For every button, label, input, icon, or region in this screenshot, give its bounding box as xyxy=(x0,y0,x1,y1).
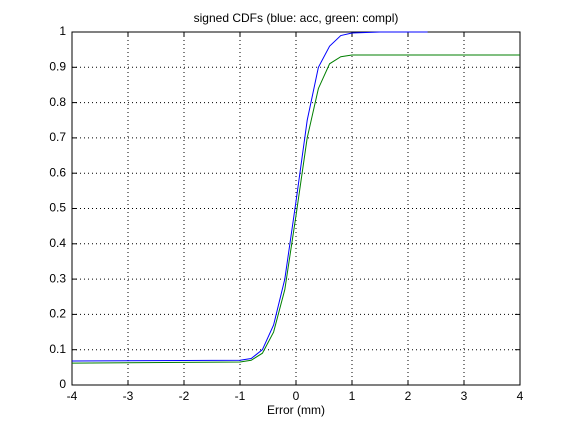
y-tick-label: 0.5 xyxy=(49,201,66,215)
y-tick-label: 0.2 xyxy=(49,307,66,321)
x-tick-label: -1 xyxy=(235,389,246,403)
data-line xyxy=(71,31,428,362)
y-tick-label: 1 xyxy=(59,24,66,38)
x-tick-label: 2 xyxy=(405,389,412,403)
x-tick-label: -4 xyxy=(67,389,78,403)
y-tick-label: 0 xyxy=(59,377,66,391)
y-tick-label: 0.1 xyxy=(49,342,66,356)
data-line xyxy=(71,54,520,364)
y-tick-label: 0.9 xyxy=(49,59,66,73)
y-tick-label: 0.3 xyxy=(49,271,66,285)
y-tick-label: 0.8 xyxy=(49,95,66,109)
x-tick-label: -2 xyxy=(179,389,190,403)
x-tick-label: 3 xyxy=(461,389,468,403)
plot-frame xyxy=(71,31,521,386)
y-tick-label: 0.7 xyxy=(49,130,66,144)
x-axis-label: Error (mm) xyxy=(267,403,325,417)
y-tick-label: 0.4 xyxy=(49,236,66,250)
chart-title: signed CDFs (blue: acc, green: compl) xyxy=(194,11,399,25)
y-tick-label: 0.6 xyxy=(49,165,66,179)
x-tick-label: 0 xyxy=(293,389,300,403)
x-tick-label: -3 xyxy=(123,389,134,403)
x-tick-label: 1 xyxy=(349,389,356,403)
x-tick-label: 4 xyxy=(517,389,524,403)
